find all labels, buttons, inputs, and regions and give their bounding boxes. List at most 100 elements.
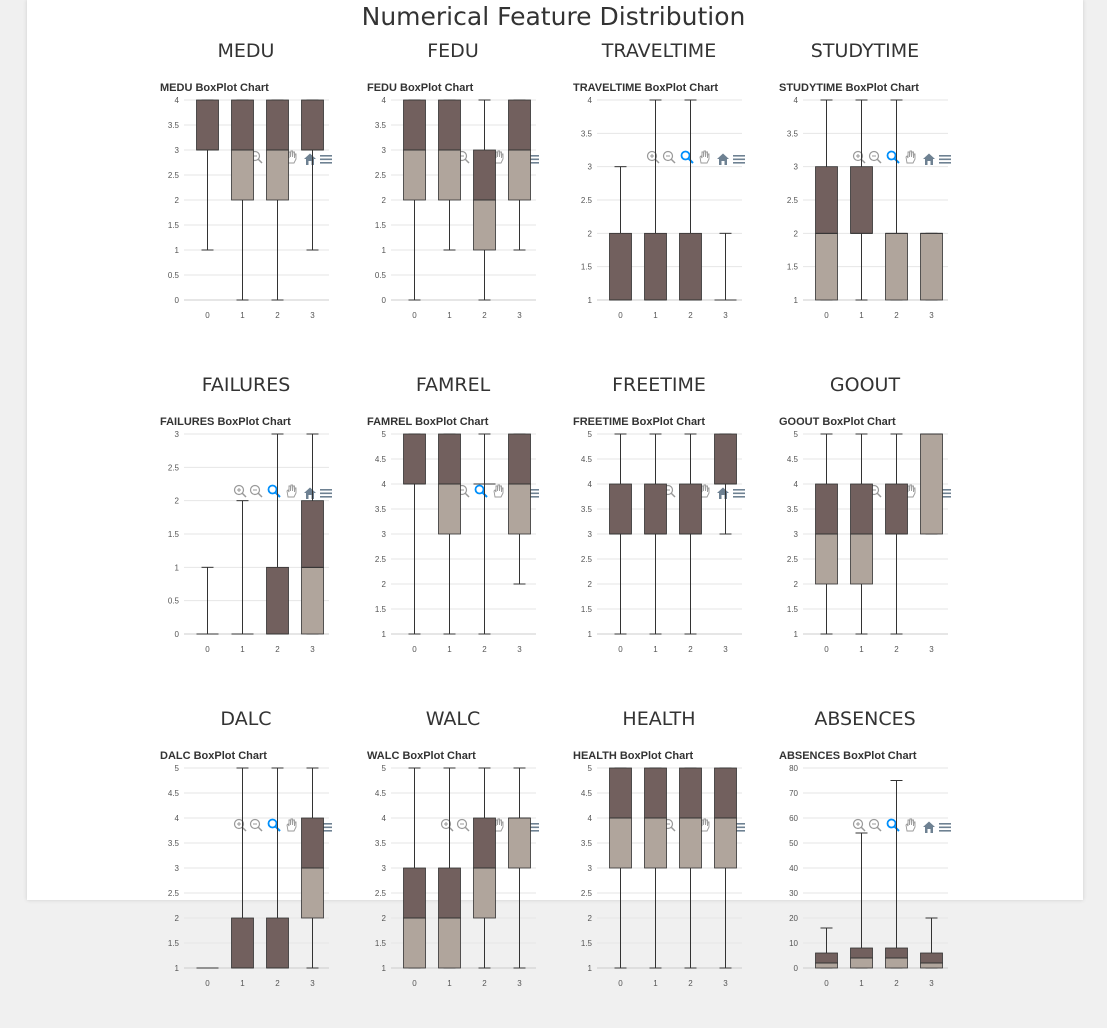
x-tick-label: 2 [275, 311, 280, 320]
box-0 [609, 433, 632, 635]
box-lower [508, 817, 531, 869]
chart-label: GOOUT BoxPlot Chart [779, 416, 896, 428]
x-tick-label: 3 [310, 645, 315, 654]
menu-icon[interactable] [732, 752, 746, 832]
chart-label: WALC BoxPlot Chart [367, 750, 476, 762]
box-upper [301, 99, 324, 151]
x-tick-label: 1 [653, 645, 658, 654]
y-tick-label: 1 [794, 296, 799, 305]
home-icon[interactable] [922, 752, 936, 833]
box-upper [473, 149, 496, 201]
chart-title: DALC [220, 708, 272, 730]
y-tick-label: 4 [175, 96, 180, 105]
y-tick-label: 2.5 [375, 171, 387, 180]
boxplot-svg: 1 1.5 2 2.5 3 3.5 4 0 1 2 3 [581, 96, 742, 320]
y-tick-label: 3.5 [168, 121, 180, 130]
menu-icon[interactable] [319, 752, 333, 832]
zoom-in-icon[interactable] [233, 416, 247, 498]
zoom-out-icon[interactable] [249, 750, 263, 832]
y-tick-label: 3.5 [375, 839, 387, 848]
zoom-in-icon[interactable] [646, 82, 660, 164]
y-tick-label: 2 [588, 914, 593, 923]
y-tick-label: 4 [382, 814, 387, 823]
zoom-out-icon[interactable] [868, 750, 882, 832]
menu-icon[interactable] [938, 418, 952, 498]
chart-label: MEDU BoxPlot Chart [160, 82, 269, 94]
x-tick-label: 0 [205, 645, 210, 654]
zoom-out-icon[interactable] [249, 416, 263, 498]
x-tick-label: 3 [929, 645, 934, 654]
zoom-out-icon[interactable] [868, 82, 882, 164]
box-0 [403, 767, 426, 969]
box-0 [609, 767, 632, 969]
y-tick-label: 5 [175, 764, 180, 773]
box-lower [266, 149, 289, 201]
menu-icon[interactable] [732, 84, 746, 164]
x-tick-label: 0 [824, 979, 829, 988]
box-2 [679, 433, 702, 635]
x-tick-label: 2 [482, 979, 487, 988]
menu-icon[interactable] [732, 418, 746, 498]
menu-icon[interactable] [938, 84, 952, 164]
menu-icon[interactable] [938, 752, 952, 832]
home-icon[interactable] [716, 84, 730, 165]
x-tick-label: 3 [310, 979, 315, 988]
home-icon[interactable] [922, 84, 936, 165]
y-tick-label: 1.5 [581, 939, 593, 948]
y-tick-label: 2.5 [581, 555, 593, 564]
box-upper [714, 767, 737, 819]
chart-panel-walc: WALC WALC BoxPlot Chart 1 1.5 2 2.5 3 3.5 4 4.5 5 0… [362, 708, 568, 1028]
chart-panel-fedu: FEDU FEDU BoxPlot Chart 0 0.5 1 1.5 2 2.5 3 3.5 4 0… [362, 40, 568, 360]
x-tick-label: 2 [688, 645, 693, 654]
y-tick-label: 60 [789, 814, 798, 823]
chart-label: FEDU BoxPlot Chart [367, 82, 474, 94]
box-upper [231, 99, 254, 151]
box-lower [850, 533, 873, 585]
boxplot-svg: 0 10 20 30 40 50 60 70 80 0 1 2 3 [789, 764, 948, 988]
menu-icon[interactable] [526, 752, 540, 832]
box-3 [920, 232, 943, 301]
menu-icon[interactable] [526, 418, 540, 498]
box-upper [885, 947, 908, 959]
pan-icon[interactable] [697, 82, 711, 164]
box-3 [714, 232, 737, 301]
box-lower [644, 817, 667, 869]
box-lower [885, 957, 908, 969]
x-tick-label: 1 [240, 645, 245, 654]
pan-icon[interactable] [491, 416, 505, 498]
box-3 [508, 99, 531, 251]
x-tick-label: 1 [447, 979, 452, 988]
box-lower [403, 917, 426, 969]
y-tick-label: 4 [794, 480, 799, 489]
box-upper [266, 99, 289, 151]
box-lower [714, 817, 737, 869]
x-tick-label: 1 [240, 311, 245, 320]
zoom-in-icon[interactable] [440, 750, 454, 832]
zoom-out-icon[interactable] [456, 750, 470, 832]
menu-icon[interactable] [319, 418, 333, 498]
y-tick-label: 1 [382, 964, 387, 973]
pan-icon[interactable] [903, 750, 917, 832]
boxplot-svg: 1 1.5 2 2.5 3 3.5 4 4.5 5 0 1 2 3 [787, 430, 948, 654]
y-tick-label: 0 [175, 630, 180, 639]
y-tick-label: 2 [794, 229, 799, 238]
x-tick-label: 0 [618, 645, 623, 654]
menu-icon[interactable] [319, 84, 333, 164]
chart-panel-studytime: STUDYTIME STUDYTIME BoxPlot Chart 1 1.5 2 2.5… [774, 40, 980, 360]
pan-icon[interactable] [284, 750, 298, 832]
chart-title: WALC [425, 708, 481, 730]
box-upper [266, 917, 289, 969]
x-tick-label: 1 [653, 979, 658, 988]
pan-icon[interactable] [284, 416, 298, 498]
box-lower [438, 149, 461, 201]
chart-panel-health: HEALTH HEALTH BoxPlot Chart 1 1.5 2 2.5 3 3.5 4 4… [568, 708, 774, 1028]
y-tick-label: 4 [382, 96, 387, 105]
y-tick-label: 1.5 [375, 605, 387, 614]
box-3 [301, 99, 324, 251]
box-2 [885, 433, 908, 635]
menu-icon[interactable] [526, 84, 540, 164]
zoom-out-icon[interactable] [662, 82, 676, 164]
zoom-in-icon[interactable] [852, 750, 866, 832]
page-title: Numerical Feature Distribution [361, 2, 746, 31]
pan-icon[interactable] [903, 82, 917, 164]
